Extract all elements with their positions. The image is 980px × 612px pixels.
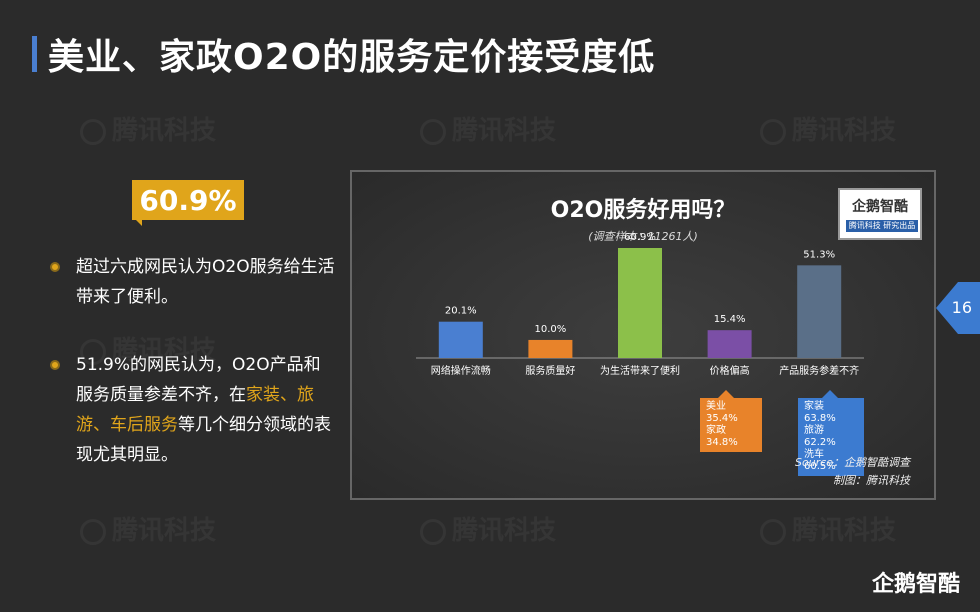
stat-badge: 60.9% [132, 180, 244, 220]
page-tab-shape [936, 282, 980, 334]
bar-3 [707, 330, 752, 358]
category-label-3: 价格偏高 [710, 364, 750, 377]
callout-line: 美业 35.4% [706, 401, 738, 424]
bullet-dot [50, 360, 60, 370]
category-label-2: 为生活带来了便利 [600, 364, 680, 377]
chart-source: Source：企鹅智酷调查 制图：腾讯科技 [795, 454, 910, 490]
highlight-text: 家装、旅游、车后服务 [76, 385, 314, 435]
callout-quality: 家装 63.8% 旅游 62.2% 洗车 60.5% [798, 398, 864, 476]
watermark: 腾讯科技 [760, 110, 896, 147]
bar-chart: 20.1% 网络操作流畅 10.0% 服务质量好 60.9% 为生活带来了便利 15.4% 价… [416, 232, 864, 398]
data-label-1: 10.0% [535, 324, 567, 335]
logo-text: 企鹅智酷 [852, 199, 908, 215]
callout-line: 家政 34.8% [706, 425, 738, 448]
callout-line: 洗车 60.5% [804, 449, 836, 472]
callout-price: 美业 35.4% 家政 34.8% [700, 398, 762, 452]
data-label-4: 51.3% [803, 249, 835, 260]
category-label-1: 服务质量好 [525, 364, 575, 377]
data-label-3: 15.4% [714, 314, 746, 325]
watermark: 腾讯科技 [80, 110, 216, 147]
bullet-dot [50, 262, 60, 272]
watermark: 腾讯科技 [420, 510, 556, 547]
category-label-0: 网络操作流畅 [431, 364, 491, 377]
credit-text: 制图：腾讯科技 [833, 474, 910, 487]
callout-pointer-1 [822, 390, 838, 398]
logo-subtext: 腾讯科技 研究出品 [846, 220, 918, 232]
bullet-1-text: 超过六成网民认为O2O服务给生活带来了便利。 [76, 257, 335, 307]
category-label-4: 产品服务参差不齐 [779, 364, 859, 377]
bar-2 [618, 248, 662, 358]
bullet-1: 超过六成网民认为O2O服务给生活带来了便利。 [50, 252, 336, 312]
stat-badge-tail [132, 216, 142, 226]
title-accent-bar [32, 36, 37, 72]
data-label-0: 20.1% [445, 306, 477, 317]
brand-logo: 企鹅智酷 [871, 572, 960, 597]
data-label-2: 60.9% [624, 232, 656, 243]
logo-badge: 企鹅智酷 腾讯科技 研究出品 [838, 188, 922, 240]
chart-title: O2O服务好用吗？ [550, 198, 736, 223]
page-number-tab: 16 [936, 282, 980, 334]
callout-line: 旅游 62.2% [804, 425, 836, 448]
watermark: 腾讯科技 [420, 110, 556, 147]
page-number: 16 [951, 298, 972, 317]
watermark: 腾讯科技 [760, 510, 896, 547]
bullet-2-text: 51.9%的网民认为，O2O产品和服务质量参差不齐，在家装、旅游、车后服务等几个… [76, 355, 331, 465]
callout-pointer-0 [718, 390, 734, 398]
callout-line: 家装 63.8% [804, 401, 836, 424]
bar-1 [528, 339, 573, 358]
bullet-2: 51.9%的网民认为，O2O产品和服务质量参差不齐，在家装、旅游、车后服务等几个… [50, 350, 336, 470]
chart-subtitle: (调查样本：11261人) [588, 230, 698, 243]
bar-4 [797, 265, 842, 358]
watermark: 腾讯科技 [80, 510, 216, 547]
chart-panel: O2O服务好用吗？ (调查样本：11261人) 企鹅智酷 腾讯科技 研究出品 2… [350, 170, 936, 500]
bar-0 [438, 321, 483, 358]
slide-title: 美业、家政O2O的服务定价接受度低 [48, 37, 656, 78]
source-text: Source：企鹅智酷调查 [794, 456, 910, 469]
